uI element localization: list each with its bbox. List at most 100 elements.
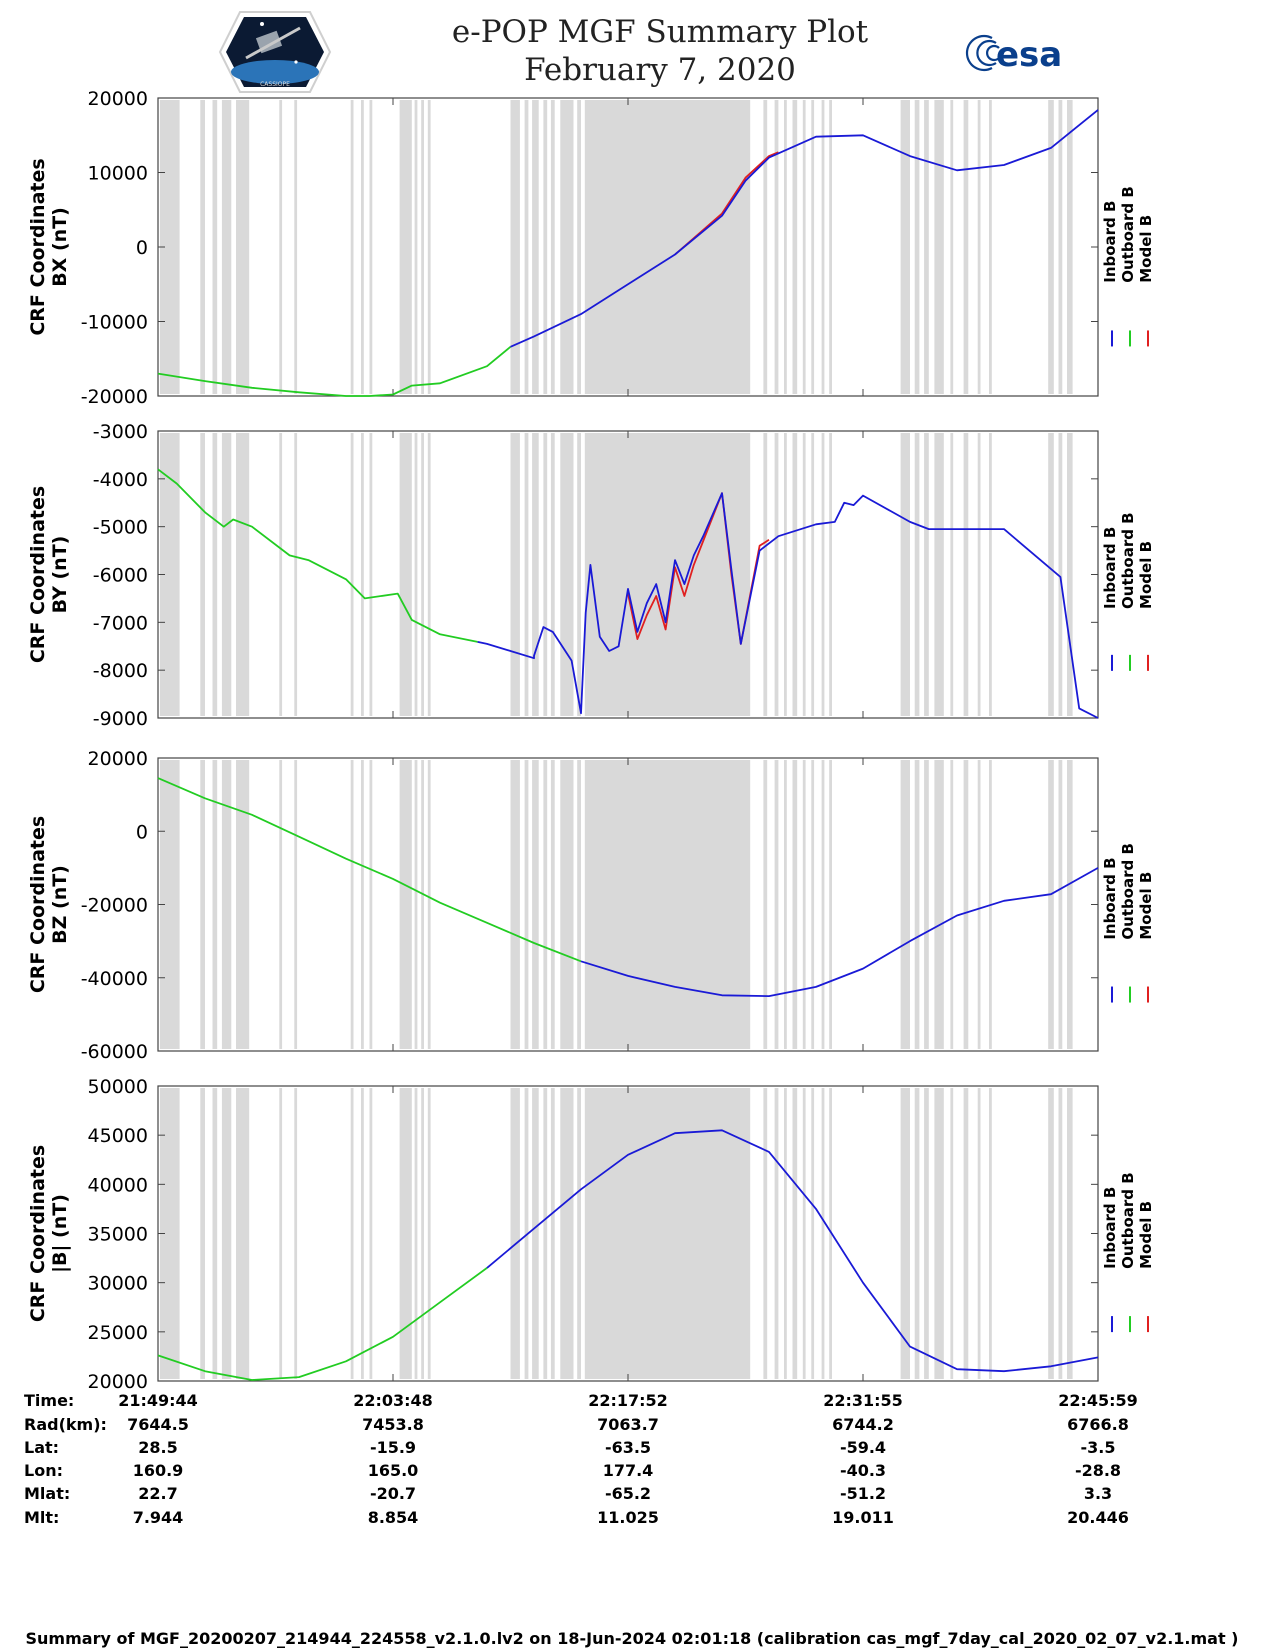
data-gap-band — [543, 100, 548, 394]
data-gap-band — [294, 100, 298, 394]
data-gap-band — [159, 1088, 180, 1379]
series-line-outboard — [157, 777, 582, 963]
y-tick-label: 35000 — [88, 1224, 148, 1246]
data-gap-band — [577, 1088, 581, 1379]
legend-label: Model B — [1137, 215, 1155, 283]
info-cell: 165.0 — [368, 1461, 419, 1480]
legend-label: Inboard B — [1101, 857, 1119, 939]
data-gap-band — [821, 760, 825, 1049]
data-gap-band — [1067, 1088, 1073, 1379]
data-gap-band — [784, 100, 787, 394]
series-line-outboard — [157, 468, 478, 643]
data-gap-band — [361, 760, 364, 1049]
data-gap-bands — [159, 1088, 1073, 1379]
data-gap-band — [577, 100, 581, 394]
data-gap-band — [532, 760, 539, 1049]
data-gap-band — [584, 760, 751, 1049]
y-axis-label: CRF CoordinatesBX (nT) — [27, 158, 71, 335]
data-gap-band — [963, 1088, 969, 1379]
series-line-inboard — [510, 109, 1099, 348]
info-cell: 11.025 — [597, 1508, 659, 1527]
y-tick-label: 20000 — [88, 88, 148, 110]
data-gap-band — [802, 1088, 806, 1379]
data-gap-band — [524, 760, 529, 1049]
panels: 20000 10000 0 -10000 -20000 CRF CoordinatesBX… — [27, 88, 1155, 1393]
data-gap-band — [977, 1088, 981, 1379]
data-gap-band — [399, 433, 412, 716]
data-gap-band — [510, 100, 520, 394]
data-gap-band — [821, 100, 825, 394]
data-gap-band — [361, 433, 364, 716]
data-gap-band — [510, 1088, 520, 1379]
data-gap-band — [414, 433, 418, 716]
info-cell: 7063.7 — [597, 1415, 659, 1434]
data-gap-band — [763, 100, 768, 394]
data-gap-band — [414, 1088, 418, 1379]
data-gap-band — [524, 100, 529, 394]
data-gap-band — [914, 100, 920, 394]
data-gap-band — [811, 1088, 815, 1379]
data-gap-band — [763, 1088, 768, 1379]
series-line-inboard — [486, 1129, 1099, 1373]
info-cell: 3.3 — [1084, 1484, 1112, 1503]
figure-title: e-POP MGF Summary Plot — [452, 14, 869, 50]
info-cell: -65.2 — [605, 1484, 651, 1503]
data-gap-band — [399, 1088, 412, 1379]
y-tick-label: -8000 — [93, 660, 148, 682]
data-gap-band — [914, 433, 920, 716]
data-gap-band — [212, 760, 218, 1049]
data-gap-band — [934, 433, 944, 716]
data-gap-band — [399, 100, 412, 394]
y-tick-label: 25000 — [88, 1322, 148, 1344]
data-gap-band — [200, 760, 205, 1049]
data-gap-band — [560, 100, 574, 394]
data-gap-band — [792, 433, 798, 716]
data-gap-band — [792, 760, 798, 1049]
panel-2: -3000 -4000 -5000 -6000 -7000 -8000 -9000 CRF C… — [27, 421, 1155, 730]
svg-text:esa: esa — [996, 35, 1062, 75]
data-gap-band — [1058, 100, 1063, 394]
data-gap-band — [159, 760, 180, 1049]
data-gap-band — [924, 100, 929, 394]
data-gap-band — [369, 433, 373, 716]
info-cell: 28.5 — [138, 1438, 177, 1457]
data-gap-band — [829, 100, 832, 394]
y-tick-label: 0 — [136, 237, 148, 259]
data-gap-band — [236, 760, 250, 1049]
data-gap-band — [236, 433, 250, 716]
data-gap-band — [763, 760, 768, 1049]
data-gap-band — [350, 100, 354, 394]
data-gap-band — [950, 433, 954, 716]
figure-date: February 7, 2020 — [524, 52, 796, 88]
y-tick-label: -7000 — [93, 612, 148, 634]
data-gap-band — [900, 100, 910, 394]
data-gap-band — [1058, 1088, 1063, 1379]
data-gap-band — [821, 433, 825, 716]
y-tick-label: 45000 — [88, 1125, 148, 1147]
data-gap-band — [427, 100, 431, 394]
data-gap-band — [774, 100, 779, 394]
y-tick-label: 20000 — [88, 1371, 148, 1393]
info-cell: 22.7 — [138, 1484, 177, 1503]
info-cell: 160.9 — [133, 1461, 184, 1480]
data-gap-band — [900, 760, 910, 1049]
data-gap-band — [361, 100, 364, 394]
info-cell: -3.5 — [1081, 1438, 1116, 1457]
data-gap-band — [784, 1088, 787, 1379]
data-gap-band — [989, 433, 992, 716]
data-gap-band — [294, 433, 298, 716]
legend-label: Model B — [1137, 1201, 1155, 1269]
data-gap-band — [1048, 100, 1054, 394]
y-tick-label: -9000 — [93, 708, 148, 730]
data-gap-band — [200, 433, 205, 716]
data-gap-band — [829, 760, 832, 1049]
data-gap-band — [361, 1088, 364, 1379]
y-tick-label: -20000 — [81, 386, 148, 408]
legend-label: Outboard B — [1119, 186, 1137, 283]
legend: Inboard B Outboard B Model B — [1101, 512, 1155, 671]
data-gap-band — [221, 100, 232, 394]
data-gap-band — [963, 100, 969, 394]
data-gap-band — [294, 760, 298, 1049]
data-gap-band — [560, 1088, 574, 1379]
